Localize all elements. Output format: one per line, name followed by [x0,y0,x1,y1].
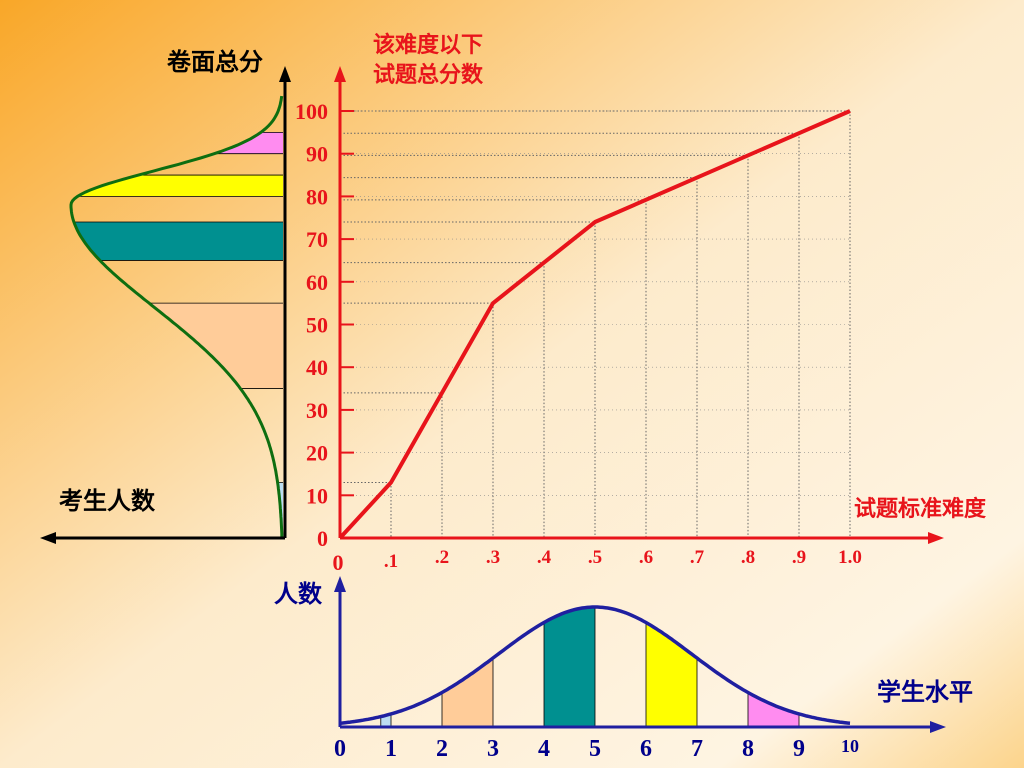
main-y-title-line1: 该难度以下 [373,32,483,58]
main-line-chart: 0 10 20 30 40 50 60 70 80 90 100 0 .1 .2 .3 .4 .5 .6 .7 .8… [295,32,987,575]
x-tick-label: .6 [639,547,653,568]
y-tick-label: 40 [306,355,328,380]
bottom-x-tick-label: 4 [538,736,550,762]
main-x-arrowhead [928,532,944,544]
left-horizontal-arrowhead [40,532,56,544]
bottom-y-axis-title: 人数 [274,580,323,608]
bottom-x-tick-label: 2 [436,736,448,762]
y-tick-label: 60 [306,270,328,295]
bottom-x-tick-label: 7 [691,736,703,762]
left-axis-title: 卷面总分 [167,48,263,76]
y-tick-label: 80 [306,184,328,209]
main-y-ticks: 0 10 20 30 40 50 60 70 80 90 100 [295,99,354,551]
y-tick-label: 50 [306,313,328,338]
bottom-x-axis-title: 学生水平 [877,678,973,706]
main-y-arrowhead [334,66,346,82]
x-tick-label: .9 [792,547,806,568]
main-gridlines [340,110,851,538]
bottom-x-tick-label: 8 [742,736,754,762]
left-distribution-curve [69,95,284,539]
bottom-x-arrowhead [930,721,946,733]
difficulty-score-line [338,109,851,540]
bottom-x-tick-label: 0 [334,736,346,762]
x-tick-label: .7 [690,547,705,568]
bottom-distribution-curve [339,605,851,725]
bottom-x-tick-label: 10 [841,736,859,756]
x-tick-label: .4 [537,547,552,568]
bottom-x-ticks: 0 1 2 3 4 5 6 7 8 9 10 [334,736,859,762]
y-tick-label: 10 [306,483,328,508]
bottom-x-tick-label: 5 [589,736,601,762]
main-x-axis-title: 试题标准难度 [854,496,987,522]
left-vertical-arrowhead [279,66,291,82]
y-tick-label: 0 [317,526,328,551]
x-tick-label: .3 [486,547,500,568]
y-tick-label: 100 [295,99,328,124]
x-tick-label: 0 [333,550,344,575]
x-tick-label: .8 [741,547,755,568]
y-tick-label: 70 [306,227,328,252]
bottom-x-tick-label: 6 [640,736,652,762]
left-x-axis-title: 考生人数 [59,487,156,515]
x-tick-label: .2 [435,547,449,568]
bottom-x-tick-label: 9 [793,736,805,762]
x-tick-label: .1 [384,551,398,572]
y-tick-label: 30 [306,398,328,423]
main-x-ticks: 0 .1 .2 .3 .4 .5 .6 .7 .8 .9 1.0 [333,547,862,575]
x-tick-label: 1.0 [838,547,862,568]
bottom-band [544,607,595,727]
x-tick-label: .5 [588,547,602,568]
main-y-title-line2: 试题总分数 [373,62,484,88]
bottom-x-tick-label: 1 [385,736,397,762]
bottom-y-arrowhead [334,576,346,592]
y-tick-label: 90 [306,142,328,167]
bottom-x-tick-label: 3 [487,736,499,762]
left-band [71,222,283,261]
y-tick-label: 20 [306,441,328,466]
